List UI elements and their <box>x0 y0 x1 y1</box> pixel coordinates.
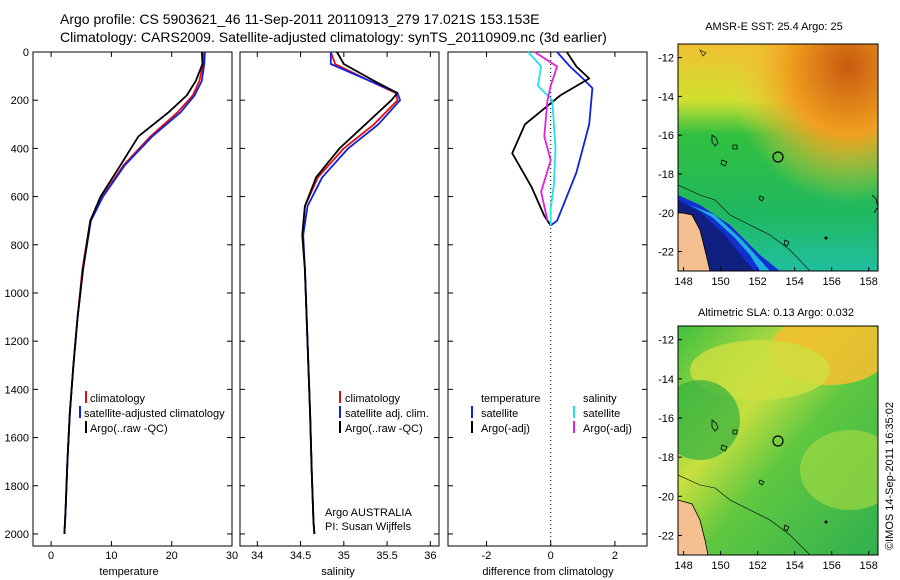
map-y-tick-label: -20 <box>658 208 674 220</box>
series-line-temperature-argo-adj <box>511 51 591 226</box>
y-tick-label: 400 <box>11 143 29 155</box>
y-tick-label: 1400 <box>5 384 29 396</box>
series-line-salinity-satellite <box>527 51 557 226</box>
x-tick-label: 34 <box>251 550 263 562</box>
y-tick-label: 2000 <box>5 529 29 541</box>
y-tick-label: 600 <box>11 192 29 204</box>
map-y-tick-label: -14 <box>658 91 674 103</box>
y-tick-label: 800 <box>11 240 29 252</box>
legend-satellite: satellite-adjusted climatology <box>84 408 225 420</box>
diff-legend-temperature-title: temperature <box>481 393 540 405</box>
x-tick-label: 2 <box>612 550 618 562</box>
map-y-tick-label: -22 <box>658 247 674 259</box>
x-tick-label: 20 <box>166 550 178 562</box>
y-tick-label: 0 <box>23 47 29 59</box>
map-x-tick-label: 152 <box>748 276 766 288</box>
temperature-xlabel: temperature <box>99 566 158 578</box>
difference-xlabel: difference from climatology <box>482 566 614 578</box>
sal-legend-argo: Argo(..raw -QC) <box>345 423 423 435</box>
map-y-tick-label: -16 <box>658 413 674 425</box>
sla-argo-location <box>772 435 784 447</box>
x-tick-label: 0 <box>48 550 54 562</box>
x-tick-label: 30 <box>226 550 238 562</box>
title-line-1: Argo profile: CS 5903621_46 11-Sep-2011 … <box>60 11 540 27</box>
map-x-tick-label: 158 <box>860 276 878 288</box>
series-line-argo-raw-qc <box>63 51 204 535</box>
x-tick-label: -2 <box>482 550 492 562</box>
difference-legend: temperature satellite Argo(-adj) salinit… <box>471 393 632 435</box>
sla-map-title: Altimetric SLA: 0.13 Argo: 0.032 <box>698 307 854 319</box>
map-y-tick-label: -12 <box>658 53 674 65</box>
map-y-tick-label: -14 <box>658 374 674 386</box>
x-tick-label: 0 <box>548 550 554 562</box>
y-tick-label: 1600 <box>5 433 29 445</box>
x-tick-label: 35.5 <box>376 550 397 562</box>
x-tick-label: 36 <box>424 550 436 562</box>
series-line-temperature-satellite <box>550 51 594 227</box>
salinity-xlabel: salinity <box>321 566 355 578</box>
map-x-tick-label: 156 <box>823 276 841 288</box>
map-y-tick-label: -18 <box>658 452 674 464</box>
map-x-tick-label: 154 <box>785 276 803 288</box>
map-x-tick-label: 148 <box>674 276 692 288</box>
x-tick-label: 34.5 <box>290 550 311 562</box>
sal-legend-climatology: climatology <box>345 393 401 405</box>
legend-argo: Argo(..raw -QC) <box>90 423 168 435</box>
y-tick-label: 1000 <box>5 288 29 300</box>
y-tick-label: 200 <box>11 95 29 107</box>
y-tick-label: 1800 <box>5 481 29 493</box>
map-y-tick-label: -12 <box>658 335 674 347</box>
legend-climatology: climatology <box>90 393 146 405</box>
diff-legend-temp-argo: Argo(-adj) <box>481 423 530 435</box>
x-tick-label: 35 <box>338 550 350 562</box>
map-x-tick-label: 148 <box>674 560 692 572</box>
diff-legend-salinity-title: salinity <box>583 393 617 405</box>
x-tick-label: 10 <box>105 550 117 562</box>
title-line-2: Climatology: CARS2009. Satellite-adjuste… <box>60 29 607 45</box>
series-line-argo-raw-qc <box>301 51 399 535</box>
sst-map-title: AMSR-E SST: 25.4 Argo: 25 <box>705 21 843 33</box>
sst-argo-location <box>772 151 784 163</box>
map-x-tick-label: 154 <box>785 560 803 572</box>
salinity-panel <box>239 51 440 547</box>
timestamp-stamp: ©IMOS 14-Sep-2011 16:35:02 <box>884 402 896 550</box>
series-line-salinity-argo-adj <box>534 51 558 221</box>
temperature-legend: climatology satellite-adjusted climatolo… <box>79 391 225 435</box>
annotation-argo-australia: Argo AUSTRALIA <box>325 507 412 519</box>
map-x-tick-label: 156 <box>823 560 841 572</box>
map-x-tick-label: 150 <box>711 560 729 572</box>
y-tick-label: 1200 <box>5 336 29 348</box>
map-y-tick-label: -20 <box>658 491 674 503</box>
map-x-tick-label: 150 <box>711 276 729 288</box>
sla-map <box>677 325 879 556</box>
map-y-tick-label: -18 <box>658 169 674 181</box>
map-y-tick-label: -16 <box>658 130 674 142</box>
map-x-tick-label: 158 <box>860 560 878 572</box>
annotation-pi: PI: Susan Wijffels <box>325 521 411 533</box>
sla-land <box>678 499 709 555</box>
diff-legend-sal-argo: Argo(-adj) <box>583 423 632 435</box>
temperature-panel <box>32 51 233 547</box>
sal-legend-satellite: satellite adj. clim. <box>345 408 429 420</box>
diff-legend-sal-satellite: satellite <box>583 408 620 420</box>
salinity-legend: climatology satellite adj. clim. Argo(..… <box>325 391 429 533</box>
sst-land <box>678 211 711 271</box>
sst-map <box>677 43 879 272</box>
diff-legend-temp-satellite: satellite <box>481 408 518 420</box>
difference-panel <box>447 51 648 547</box>
map-x-tick-label: 152 <box>748 560 766 572</box>
map-y-tick-label: -22 <box>658 530 674 542</box>
